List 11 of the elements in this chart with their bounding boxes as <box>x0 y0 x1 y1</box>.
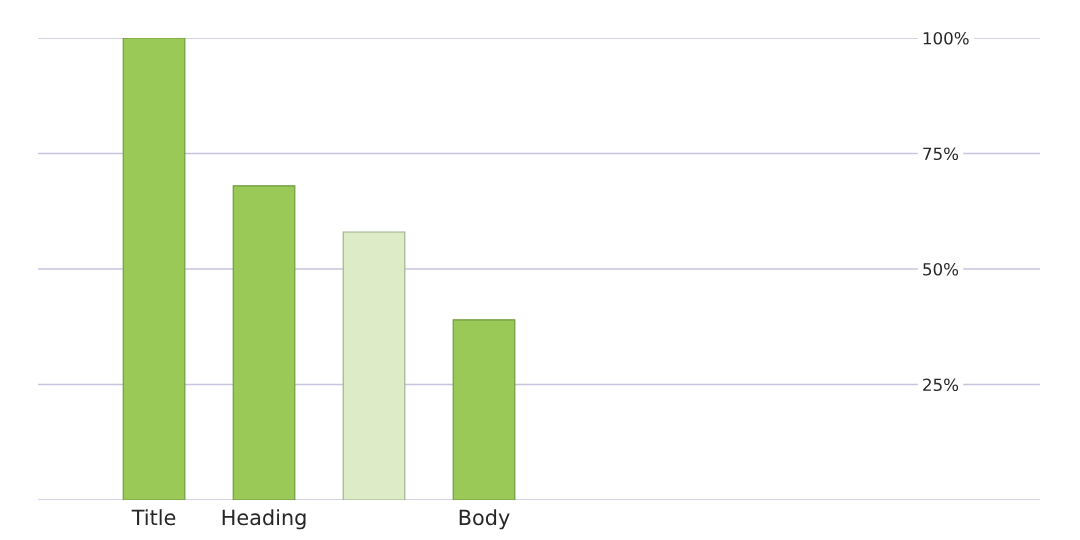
bar <box>122 38 186 500</box>
y-tick-label: 100% <box>923 31 969 45</box>
y-tick-label: 75% <box>923 147 959 161</box>
y-tick-label: 50% <box>923 262 959 276</box>
x-tick-label: Heading <box>222 509 306 530</box>
x-tick-label: Title <box>131 509 176 526</box>
bar <box>342 231 406 500</box>
bar <box>452 319 516 500</box>
x-tick-label: Body <box>459 509 510 530</box>
bar <box>232 185 296 500</box>
y-tick-label: 25% <box>923 378 959 392</box>
